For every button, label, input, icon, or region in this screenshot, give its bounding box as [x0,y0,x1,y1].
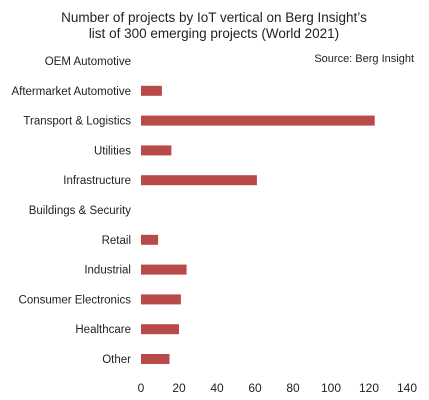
chart-title-line-2: list of 300 emerging projects (World 202… [89,26,339,41]
x-tick-label-0: 0 [138,381,145,395]
x-tick-label-80: 80 [286,381,300,395]
category-label-consumer-electronics: Consumer Electronics [19,294,132,306]
bar-retail [141,234,159,245]
bar-consumer-electronics [141,294,181,305]
x-tick-label-120: 120 [359,381,379,395]
plot-area: OEM Automotive Aftermarket Automotive Tran… [11,56,417,395]
category-label-infrastructure: Infrastructure [63,175,131,187]
x-tick-label-20: 20 [172,381,186,395]
category-label-healthcare: Healthcare [75,324,131,336]
bar-aftermarket-automotive [141,85,162,96]
category-label-retail: Retail [102,235,131,247]
category-label-oem-automotive: OEM Automotive [45,56,131,68]
bar-infrastructure [141,175,257,186]
chart-title-line-1: Number of projects by IoT vertical on Be… [61,10,367,25]
source-note: Source: Berg Insight [314,53,414,65]
category-label-transport-and-logistics: Transport & Logistics [23,116,131,128]
x-tick-label-100: 100 [321,381,341,395]
bar-utilities [141,145,172,156]
x-tick-label-40: 40 [210,381,224,395]
bar-industrial [141,264,187,275]
bar-healthcare [141,324,179,335]
category-label-buildings-and-security: Buildings & Security [29,205,132,217]
x-tick-label-140: 140 [397,381,417,395]
category-label-other: Other [102,354,131,366]
category-label-aftermarket-automotive: Aftermarket Automotive [11,86,131,98]
category-label-utilities: Utilities [94,145,131,157]
bar-transport-and-logistics [141,115,375,126]
x-tick-label-60: 60 [248,381,262,395]
category-label-industrial: Industrial [84,265,131,277]
bar-other [141,354,170,364]
